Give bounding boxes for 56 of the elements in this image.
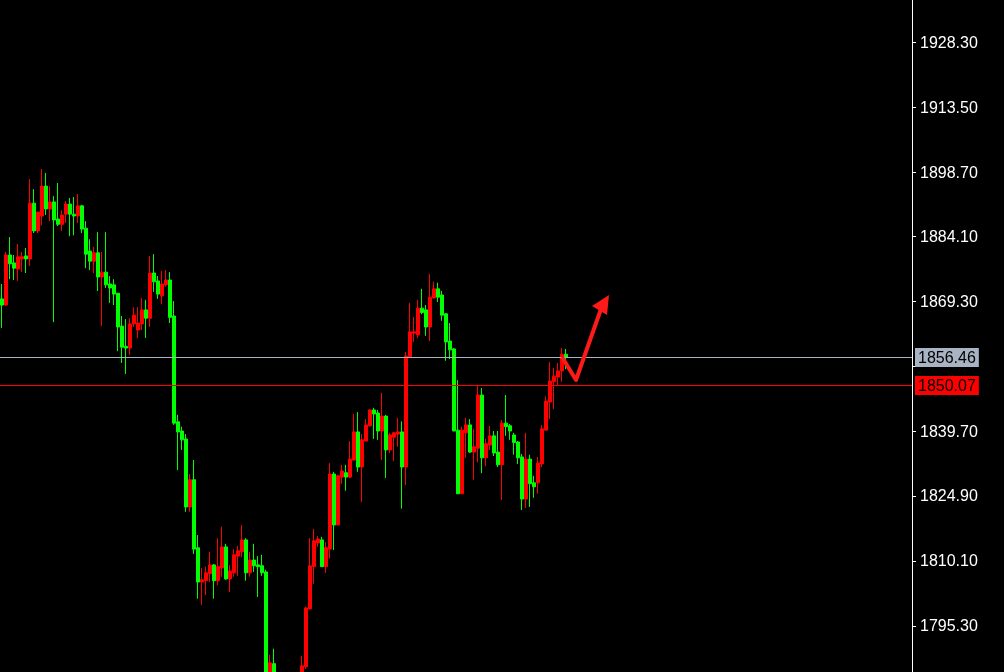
candlestick bbox=[496, 430, 500, 468]
candlestick bbox=[320, 536, 324, 568]
candlestick bbox=[480, 387, 484, 474]
candlestick bbox=[384, 414, 388, 479]
candlestick bbox=[248, 551, 252, 578]
candlestick bbox=[44, 172, 48, 216]
candlestick bbox=[160, 270, 164, 305]
candlestick bbox=[4, 251, 8, 307]
candlestick bbox=[8, 236, 12, 280]
y-tick-label: 1795.30 bbox=[920, 617, 978, 635]
y-tick-label: 1913.50 bbox=[920, 98, 978, 116]
candlestick bbox=[332, 471, 336, 551]
candlestick bbox=[344, 464, 348, 492]
y-tick-label: 1839.70 bbox=[920, 422, 978, 440]
candlestick bbox=[76, 193, 80, 224]
candlestick bbox=[16, 243, 20, 282]
candlestick bbox=[68, 197, 72, 237]
y-tick-label: 1824.90 bbox=[920, 487, 978, 505]
candlestick bbox=[96, 231, 100, 292]
candlestick bbox=[244, 537, 248, 582]
y-tick-label: 1898.70 bbox=[920, 163, 978, 181]
y-tick-label: 1928.30 bbox=[920, 33, 978, 51]
candlestick bbox=[92, 246, 96, 274]
candlestick bbox=[268, 654, 272, 672]
candlestick bbox=[124, 318, 128, 375]
candlestick bbox=[144, 299, 148, 339]
candlestick bbox=[356, 411, 360, 473]
candlestick bbox=[416, 299, 420, 339]
candlestick bbox=[72, 196, 76, 236]
candlestick bbox=[212, 563, 216, 600]
ref-line-label: 1850.07 bbox=[918, 377, 976, 395]
candlestick bbox=[0, 283, 4, 329]
candlestick bbox=[372, 407, 376, 440]
candlestick bbox=[148, 255, 152, 328]
candlestick bbox=[468, 418, 472, 454]
candlestick bbox=[504, 394, 508, 437]
ref-line-label: 1856.46 bbox=[918, 348, 976, 366]
candlestick bbox=[224, 543, 228, 581]
candlestick bbox=[24, 247, 28, 274]
candlestick bbox=[528, 454, 532, 508]
candlestick bbox=[32, 188, 36, 234]
candlestick bbox=[400, 420, 404, 510]
candlestick bbox=[380, 392, 384, 461]
candlestick bbox=[28, 178, 32, 267]
y-tick-label: 1884.10 bbox=[920, 227, 978, 245]
y-tick-label: 1869.30 bbox=[920, 292, 978, 310]
candlestick bbox=[100, 251, 104, 327]
candlestick bbox=[188, 473, 192, 513]
candlestick bbox=[376, 409, 380, 441]
candlestick bbox=[500, 419, 504, 501]
candlestick bbox=[524, 432, 528, 509]
y-tick-label: 1810.10 bbox=[920, 552, 978, 570]
candlestick bbox=[272, 648, 276, 672]
candlestick bbox=[48, 185, 52, 222]
candlestick bbox=[428, 273, 432, 342]
candlestick bbox=[200, 567, 204, 606]
